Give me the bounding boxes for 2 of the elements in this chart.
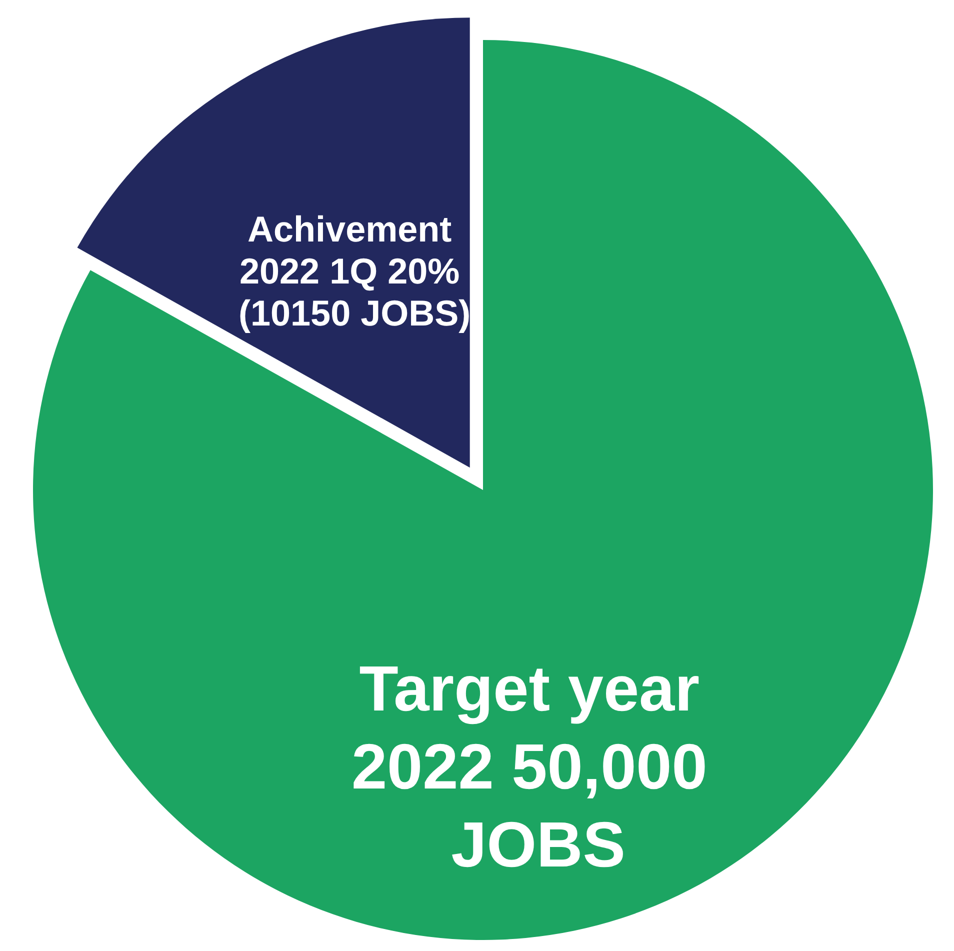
- slice-label: Target year 2022 50,000 JOBS: [351, 652, 726, 881]
- slice-label: Achivement 2022 1Q 20% (10150 JOBS): [238, 208, 471, 334]
